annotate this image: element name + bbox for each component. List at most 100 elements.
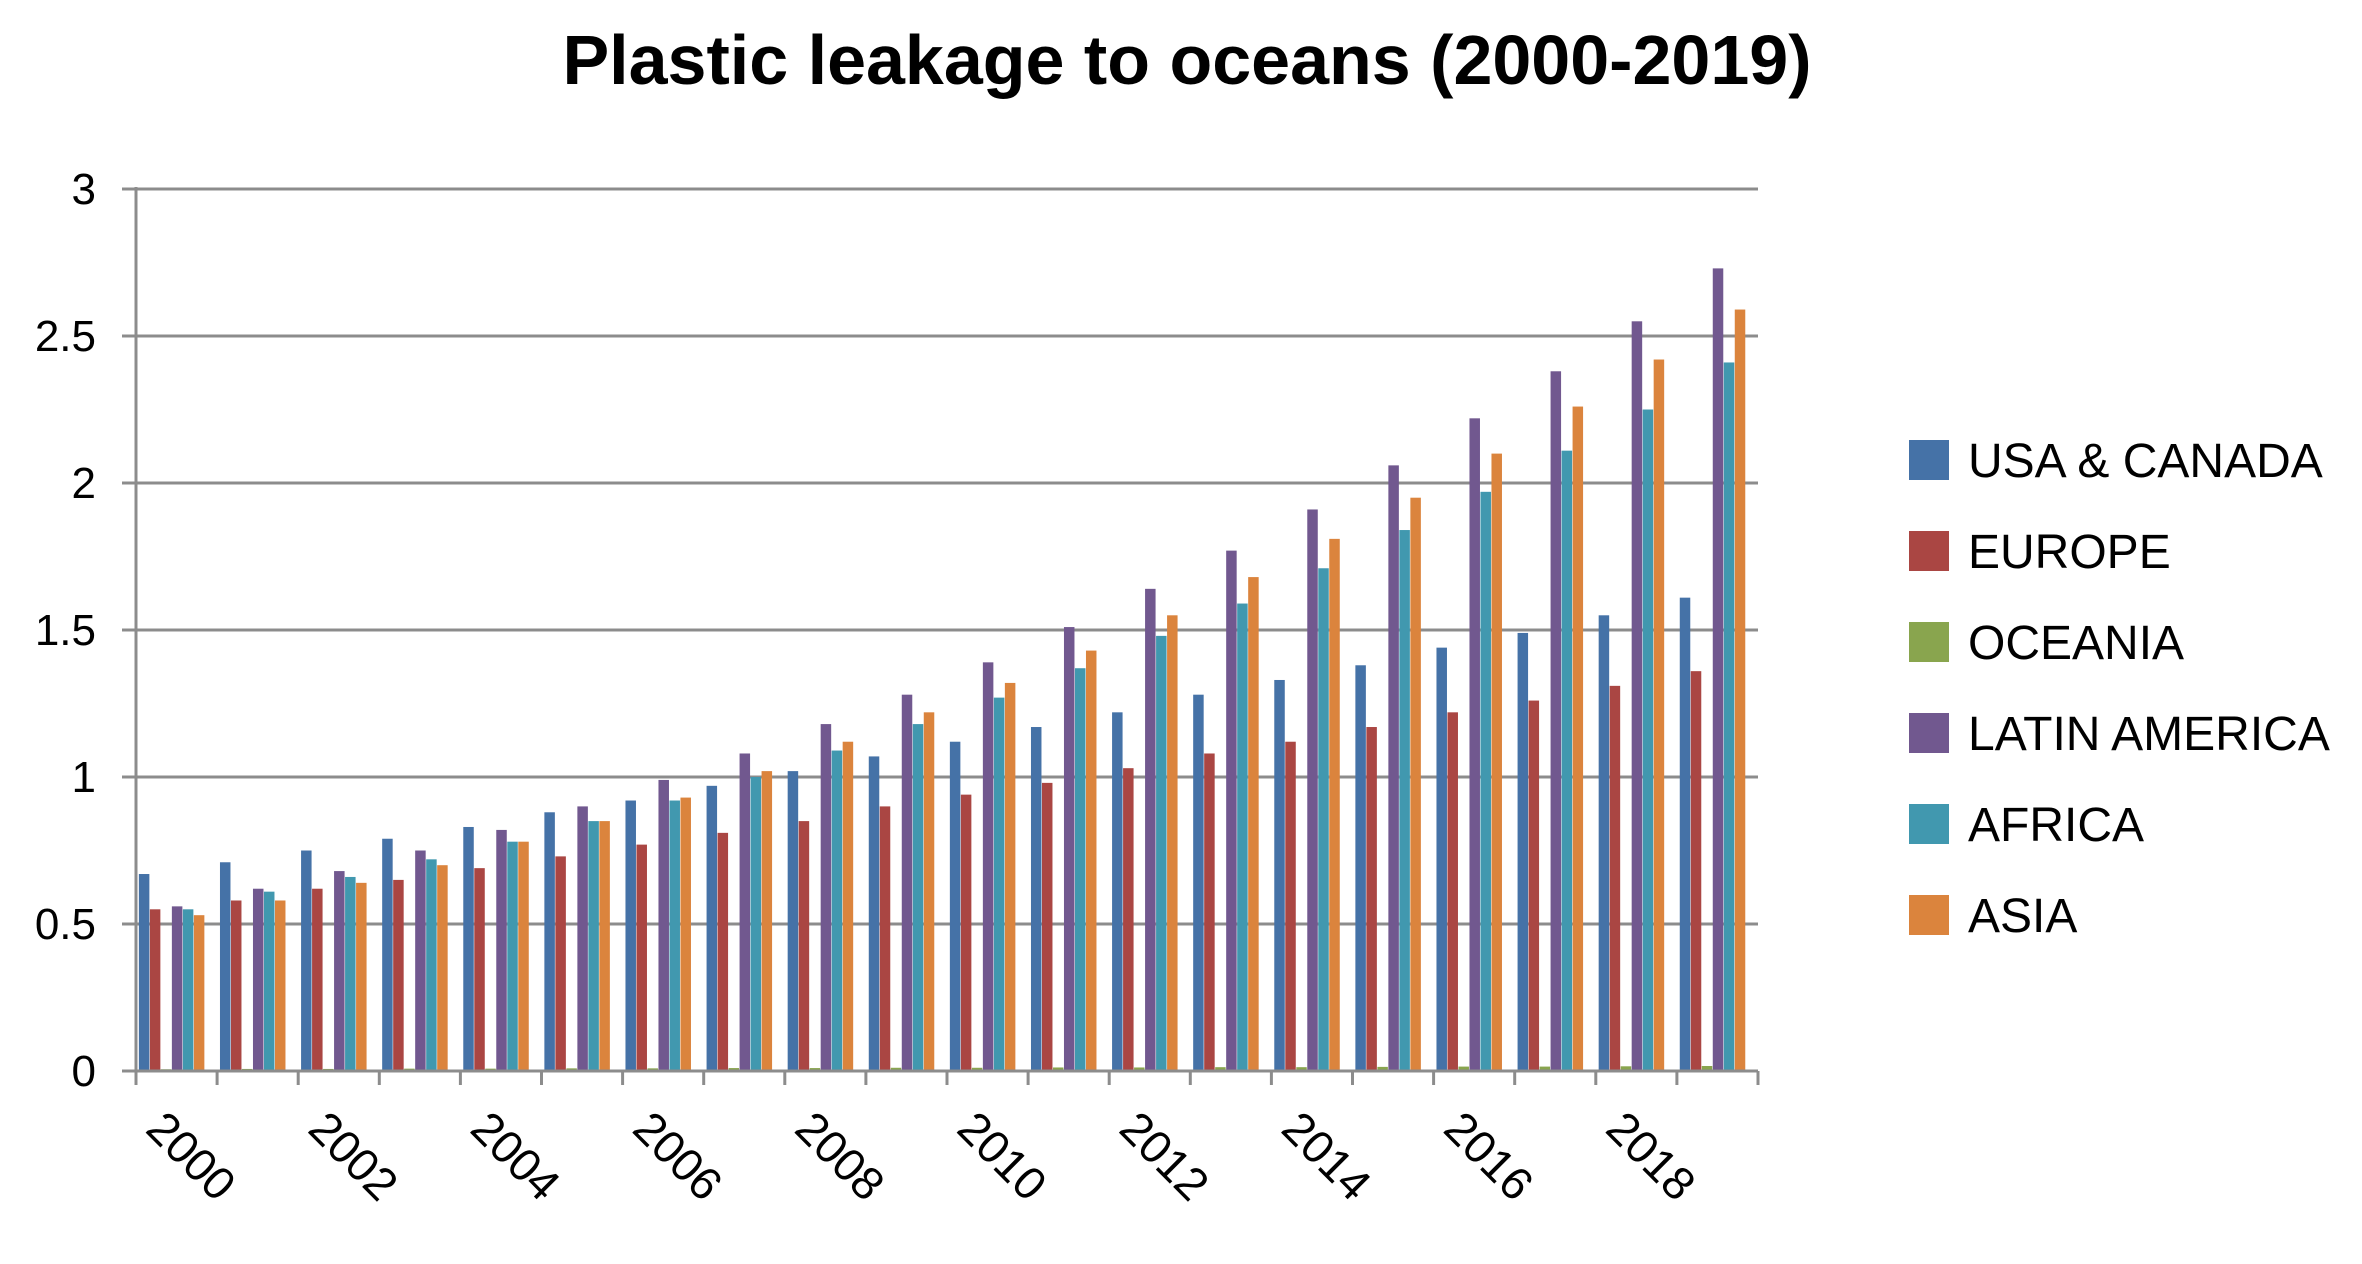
bar bbox=[1701, 1066, 1713, 1071]
bar bbox=[1085, 650, 1097, 1071]
bar bbox=[890, 1067, 902, 1071]
legend-swatch bbox=[1909, 713, 1949, 753]
bar bbox=[1145, 588, 1156, 1071]
bar bbox=[1285, 741, 1296, 1071]
bar bbox=[182, 909, 194, 1071]
bar bbox=[230, 900, 242, 1071]
bar bbox=[787, 771, 799, 1071]
bars bbox=[138, 268, 1746, 1072]
bar bbox=[219, 862, 231, 1071]
bar bbox=[1318, 568, 1329, 1071]
legend-label: EUROPE bbox=[1968, 526, 2171, 579]
y-tick-label: 3 bbox=[72, 165, 96, 214]
bar bbox=[1517, 632, 1529, 1071]
bar bbox=[1215, 1067, 1226, 1071]
bar bbox=[1193, 694, 1204, 1071]
bar bbox=[393, 879, 404, 1071]
x-tick-label: 2016 bbox=[1435, 1101, 1544, 1210]
bar bbox=[301, 850, 312, 1071]
bar bbox=[1572, 406, 1584, 1071]
bar bbox=[437, 865, 448, 1071]
bar bbox=[993, 697, 1005, 1071]
bar bbox=[1491, 453, 1502, 1072]
bar bbox=[1480, 491, 1491, 1071]
bar bbox=[426, 859, 437, 1071]
bar bbox=[1329, 538, 1340, 1071]
bar bbox=[1723, 362, 1735, 1072]
bar bbox=[1399, 530, 1410, 1071]
bar bbox=[1307, 509, 1318, 1072]
bar bbox=[1063, 627, 1075, 1071]
bar bbox=[1355, 665, 1366, 1071]
legend-swatch bbox=[1909, 440, 1949, 480]
bar bbox=[1447, 712, 1458, 1071]
bar bbox=[356, 882, 367, 1071]
bar bbox=[912, 724, 924, 1071]
bar bbox=[544, 812, 555, 1071]
bar bbox=[658, 779, 669, 1071]
legend: USA & CANADA EUROPE OCEANIA LATIN AMERICA AF… bbox=[1909, 435, 2330, 943]
bar bbox=[1679, 597, 1691, 1071]
gridlines bbox=[136, 187, 1758, 926]
legend-label: ASIA bbox=[1968, 890, 2077, 943]
bar bbox=[680, 797, 691, 1071]
bar bbox=[761, 771, 773, 1071]
bar bbox=[263, 891, 275, 1071]
bar bbox=[1653, 359, 1665, 1071]
legend-label: LATIN AMERICA bbox=[1968, 708, 2330, 761]
bar bbox=[1539, 1066, 1551, 1071]
y-axis-ticks: 0 0.5 1 1.5 2 2.5 3 bbox=[35, 165, 136, 1096]
bar bbox=[171, 906, 183, 1071]
y-tick-label: 2.5 bbox=[35, 312, 96, 361]
bar bbox=[1204, 753, 1215, 1071]
bar bbox=[1226, 550, 1237, 1071]
bar bbox=[149, 909, 161, 1071]
bar bbox=[960, 794, 972, 1071]
x-tick-label: 2010 bbox=[948, 1101, 1057, 1210]
bar bbox=[1052, 1067, 1064, 1071]
bar bbox=[1074, 668, 1086, 1071]
bar bbox=[1631, 321, 1643, 1071]
bar bbox=[798, 821, 810, 1071]
bar bbox=[1377, 1066, 1388, 1071]
bar bbox=[415, 850, 426, 1071]
bar bbox=[1041, 782, 1053, 1071]
y-tick-label: 2 bbox=[72, 459, 96, 508]
bar bbox=[463, 826, 474, 1071]
bar bbox=[1469, 418, 1480, 1071]
legend-label: OCEANIA bbox=[1968, 617, 2184, 670]
bar bbox=[555, 856, 566, 1071]
bar bbox=[588, 821, 599, 1071]
bar bbox=[820, 724, 832, 1071]
bar bbox=[1712, 268, 1724, 1071]
x-tick-label: 2014 bbox=[1272, 1101, 1381, 1210]
bar bbox=[518, 841, 529, 1071]
bar bbox=[1690, 671, 1702, 1071]
x-tick-label: 2000 bbox=[137, 1101, 246, 1210]
x-tick-label: 2004 bbox=[461, 1101, 570, 1210]
bar bbox=[636, 844, 647, 1071]
bar bbox=[599, 821, 610, 1071]
bar bbox=[879, 806, 891, 1071]
legend-label: AFRICA bbox=[1968, 799, 2144, 852]
bar bbox=[971, 1067, 983, 1071]
legend-swatch bbox=[1909, 531, 1949, 571]
bar bbox=[1410, 497, 1421, 1071]
bar bbox=[193, 915, 205, 1071]
x-tick-label: 2002 bbox=[299, 1101, 408, 1210]
x-axis-ticks: 2000 2002 2004 2006 2008 2010 2012 2014 2016 2018 bbox=[134, 1071, 1760, 1210]
bar bbox=[1642, 409, 1654, 1071]
bar bbox=[949, 741, 961, 1071]
bar bbox=[1436, 647, 1447, 1071]
legend-label: USA & CANADA bbox=[1968, 435, 2323, 488]
y-tick-label: 1.5 bbox=[35, 606, 96, 655]
bar bbox=[831, 750, 843, 1071]
legend-swatch bbox=[1909, 804, 1949, 844]
bar bbox=[1248, 577, 1259, 1071]
legend-swatch bbox=[1909, 622, 1949, 662]
bar bbox=[901, 694, 913, 1071]
bar bbox=[252, 888, 264, 1071]
bar bbox=[717, 832, 729, 1071]
bar bbox=[334, 871, 345, 1071]
